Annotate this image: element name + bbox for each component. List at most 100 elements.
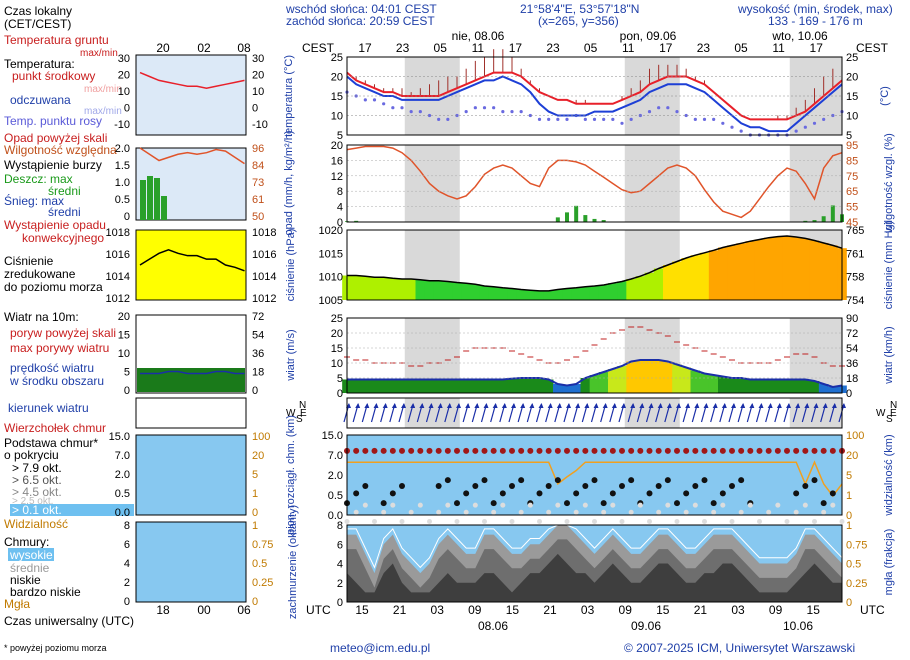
wind-tick: 20: [331, 328, 343, 340]
dew-point-dot: [519, 110, 523, 114]
cloud-base-dot: [701, 477, 708, 484]
wind-arrow-head: [410, 403, 416, 408]
wind-kmh-tick: 90: [846, 313, 858, 325]
pressure-column: [828, 245, 838, 300]
dew-point-dot: [437, 117, 441, 121]
cloud-top-dot: [499, 447, 506, 454]
mini-visibility-tick: 20: [252, 450, 264, 462]
cloud-base-dot: [674, 500, 680, 507]
cloud-top-dot: [591, 447, 598, 454]
cloudbase-tick: 0.5: [328, 490, 343, 502]
local-time-label: Czas lokalny: [4, 4, 72, 18]
fog-tick: 0.25: [846, 578, 867, 590]
top-day-label: pon, 09.06: [620, 29, 677, 43]
pressure-column: [543, 290, 554, 300]
cloud-top-dot: [600, 447, 607, 454]
cloud-base-dot: [582, 483, 589, 490]
precip-tick: 12: [331, 171, 343, 183]
wind-speed-column: [351, 379, 361, 393]
dew-point-dot: [501, 110, 505, 114]
pressure-column: [773, 236, 783, 300]
wind-speed-column: [589, 375, 600, 393]
cloud-base-light-dot: [482, 519, 487, 525]
night-band: [624, 145, 680, 222]
dew-point-dot: [391, 106, 395, 110]
wind-speed-column: [369, 379, 380, 393]
pressure-column: [433, 280, 444, 300]
mini-cloud-tick: 4: [124, 558, 130, 570]
pressure-column: [699, 252, 710, 300]
cloud-base-light-dot: [729, 519, 735, 525]
legend-mini-panels: [135, 54, 247, 603]
pressure-column: [589, 286, 600, 300]
legend-clouds-verylow: bardzo niskie: [10, 585, 81, 599]
dew-point-dot: [418, 110, 422, 114]
cloudbase-ylabel: pion. rozciągł. chm. (km): [285, 415, 297, 535]
cloud-base-dot: [710, 500, 717, 507]
wind-arrow-head: [401, 403, 406, 408]
dew-point-dot: [730, 125, 734, 129]
wind-speed-column: [378, 379, 389, 393]
cloud-top-dot: [444, 447, 451, 454]
mini-precip-tick: 1.5: [115, 160, 130, 172]
cloud-base-dot: [793, 490, 800, 497]
copyright: © 2007-2025 ICM, Uniwersytet Warszawski: [624, 641, 856, 655]
pressure-column: [608, 283, 618, 300]
night-band: [624, 398, 680, 428]
wind-arrow-head: [676, 403, 681, 408]
legend-cloud-top: Wierzchołek chmur: [4, 421, 106, 435]
cloud-top-dot: [509, 447, 515, 454]
temp-tick-right: 20: [846, 72, 858, 84]
top-hour-label: 11: [772, 41, 785, 55]
wind-arrow-head: [382, 403, 388, 408]
pressure-column: [488, 286, 499, 300]
mini-pressure-tick: 1012: [106, 293, 130, 305]
cloud-base-light-dot: [518, 509, 524, 515]
wind-speed-column: [791, 379, 801, 393]
mini-wind-kmh-tick: 18: [252, 367, 264, 379]
visibility-tick: 0: [846, 510, 852, 522]
wind-kmh-tick: 36: [846, 358, 858, 370]
mini-wind-tick: 20: [118, 311, 130, 323]
temp-tick: 15: [331, 91, 343, 103]
contact-email[interactable]: meteo@icm.edu.pl: [330, 641, 431, 655]
cloud-top-dot: [747, 447, 754, 454]
mini-pressure-tick-right: 1018: [252, 227, 276, 239]
dew-point-dot: [803, 125, 807, 129]
pressure-mmhg-tick: 754: [846, 295, 864, 307]
bottom-hour-label: 21: [543, 603, 557, 617]
pressure-column: [681, 258, 691, 300]
base-panel-frame: [346, 434, 843, 516]
utc-left: UTC: [306, 603, 331, 617]
pressure-column: [571, 287, 581, 300]
legend-ground-temp: Temperatura gruntu: [4, 33, 109, 47]
legend-feels-like: odczuwana: [10, 93, 71, 107]
precip-tick: 0: [337, 217, 343, 229]
wind-arrow-head: [419, 403, 425, 408]
wind-speed-column: [388, 379, 398, 393]
wind-arrow-head: [474, 403, 480, 408]
cloud-base-dot: [719, 490, 726, 497]
dew-point-dot: [372, 98, 377, 102]
wind-arrow-head: [584, 403, 590, 408]
legend-ground-temp-maxmin: max/min: [80, 48, 118, 59]
cloud-base-light-dot: [656, 509, 662, 515]
bottom-hour-label: 15: [355, 603, 369, 617]
rain-bar: [555, 217, 560, 222]
legend-temp-mid: punkt środkowy: [12, 69, 95, 83]
mini-precip-tick: 0: [124, 211, 130, 223]
legend-cloud-base: Podstawa chmur*: [4, 436, 98, 450]
pressure-column: [351, 275, 361, 300]
wind-arrow-head: [721, 403, 727, 408]
cloud-base-light-dot: [390, 502, 396, 508]
mini-cloudbase-panel: [135, 434, 247, 516]
grid-point-text: (x=265, y=356): [538, 14, 619, 28]
bottom-day-label: 09.06: [631, 619, 661, 633]
dew-point-dot: [565, 117, 569, 121]
humidity-ylabel: wilgotność wzgl. (%): [883, 133, 895, 234]
cloud-top-dot: [609, 447, 616, 454]
legend-okt-01: > 0.1 okt.: [12, 503, 62, 517]
pressure-column: [553, 289, 563, 300]
cloud-top-dot: [637, 447, 644, 454]
